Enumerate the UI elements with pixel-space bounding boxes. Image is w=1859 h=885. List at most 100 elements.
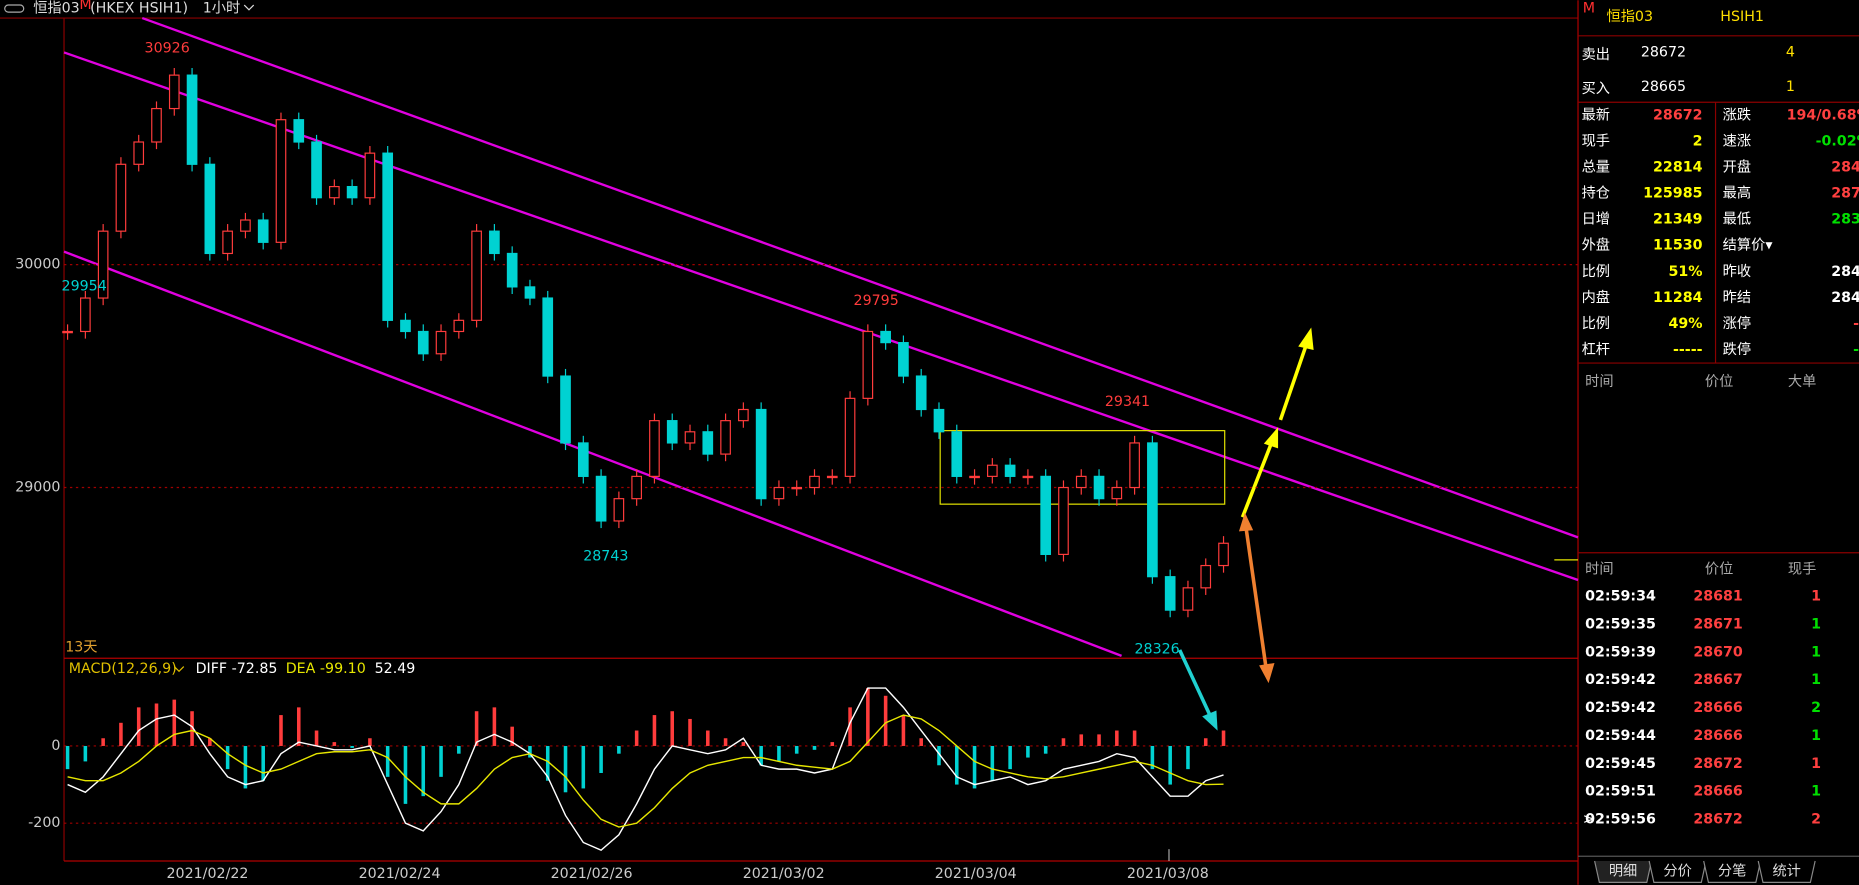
macd-bar: [136, 707, 141, 746]
y-tick-label: -200: [28, 815, 60, 831]
candle: [471, 230, 482, 321]
macd-bar: [474, 711, 479, 746]
candle: [720, 420, 731, 455]
candle: [346, 185, 358, 199]
trade-time: 02:59:39: [1585, 644, 1656, 660]
macd-bar: [385, 745, 390, 777]
chevron[interactable]: [173, 666, 185, 673]
candle: [1200, 564, 1212, 589]
macd-bar: [350, 745, 354, 748]
range-box: [939, 430, 1226, 505]
candle: [80, 297, 91, 333]
candle: [1129, 442, 1140, 489]
tab[interactable]: [1648, 860, 1707, 883]
stat-value: -0.02%: [1816, 133, 1859, 149]
tab[interactable]: [1757, 860, 1816, 883]
stat-value: 2847: [1831, 290, 1859, 306]
stat-label: 最低: [1723, 211, 1751, 228]
candle: [1164, 576, 1176, 611]
y-tick-label: 30000: [15, 257, 60, 273]
trade-qty: 1: [1811, 756, 1821, 772]
candle: [1040, 475, 1052, 555]
stat-value: 2877: [1831, 186, 1859, 202]
macd-bar: [314, 730, 319, 746]
macd-bar: [172, 699, 177, 746]
stat-label: 昨结: [1723, 289, 1751, 306]
trade-time: 02:59:42: [1585, 672, 1656, 688]
candle: [862, 330, 874, 399]
tab-label[interactable]: 统计: [1772, 863, 1800, 880]
trade-qty: 1: [1811, 728, 1821, 744]
candle: [1182, 587, 1194, 611]
stat-value: ---: [1853, 342, 1859, 358]
price-label: 30926: [145, 41, 190, 57]
table-header: 价位: [1705, 373, 1733, 390]
macd-bar: [83, 745, 88, 762]
candle: [293, 119, 305, 143]
candle: [542, 297, 554, 377]
macd-bar: [190, 711, 194, 746]
stat-label: 最高: [1723, 185, 1751, 202]
candle: [186, 74, 198, 165]
stat-label: 涨跌: [1723, 106, 1751, 123]
trade-time: 02:59:34: [1585, 589, 1656, 605]
x-tick-label: 2021/02/26: [551, 866, 633, 882]
table-header: 现手: [1788, 560, 1816, 577]
tab-label[interactable]: 明细: [1609, 863, 1637, 880]
macd-bar: [581, 745, 586, 789]
trade-price: 28666: [1693, 784, 1743, 800]
stat-value: 2849: [1831, 159, 1859, 175]
tab[interactable]: [1594, 860, 1653, 883]
stat-label: 现手: [1582, 132, 1610, 149]
stat-value: 28672: [1653, 107, 1702, 123]
macd-bar: [990, 745, 995, 781]
candle: [809, 475, 820, 489]
candle: [826, 475, 838, 479]
toolbar-period[interactable]: 1小时: [203, 0, 240, 17]
macd-bar: [634, 730, 639, 746]
candle: [933, 408, 945, 433]
candle: [222, 230, 233, 255]
candle: [489, 230, 500, 255]
macd-bar: [954, 745, 959, 785]
toolbar-name: 恒指03: [33, 0, 80, 17]
stat-label: 最新: [1582, 106, 1610, 123]
ask-qty: 4: [1786, 44, 1795, 60]
x-tick-label: 2021/03/02: [743, 866, 825, 882]
trade-price: 28672: [1693, 756, 1742, 772]
candle: [880, 330, 891, 344]
trade-qty: 1: [1811, 644, 1821, 660]
channel-line: [141, 16, 1579, 539]
macd-bar: [1203, 738, 1208, 746]
macd-title: MACD(12,26,9): [69, 661, 177, 677]
candle: [560, 375, 571, 444]
macd-bar: [883, 695, 888, 746]
x-tick-label: 2021/03/08: [1127, 866, 1209, 882]
macd-bar: [706, 730, 710, 746]
candle: [898, 342, 909, 377]
trade-qty: 1: [1811, 589, 1821, 605]
macd-bar: [794, 745, 799, 754]
trade-price: 28671: [1693, 616, 1742, 632]
trade-price: 28666: [1693, 728, 1743, 744]
trade-qty: 1: [1811, 784, 1821, 800]
arrow: [1244, 527, 1268, 670]
trade-price: 28681: [1693, 589, 1742, 605]
macd-diff-line: [67, 687, 1224, 852]
tab[interactable]: [1703, 860, 1762, 883]
candle: [915, 375, 927, 411]
macd-bar: [1061, 738, 1066, 746]
macd-bar: [243, 745, 248, 789]
trade-price: 28667: [1693, 672, 1742, 688]
chevron[interactable]: [243, 4, 255, 11]
macd-bar: [421, 745, 426, 797]
candle: [400, 319, 411, 333]
stat-label: 杠杆: [1582, 341, 1610, 358]
tab-label[interactable]: 分价: [1663, 863, 1691, 880]
link-icon[interactable]: [4, 4, 25, 13]
candle: [329, 185, 340, 199]
tab-label[interactable]: 分笔: [1718, 863, 1746, 880]
macd-bar: [901, 715, 906, 746]
toolbar-badge: M: [79, 0, 91, 13]
